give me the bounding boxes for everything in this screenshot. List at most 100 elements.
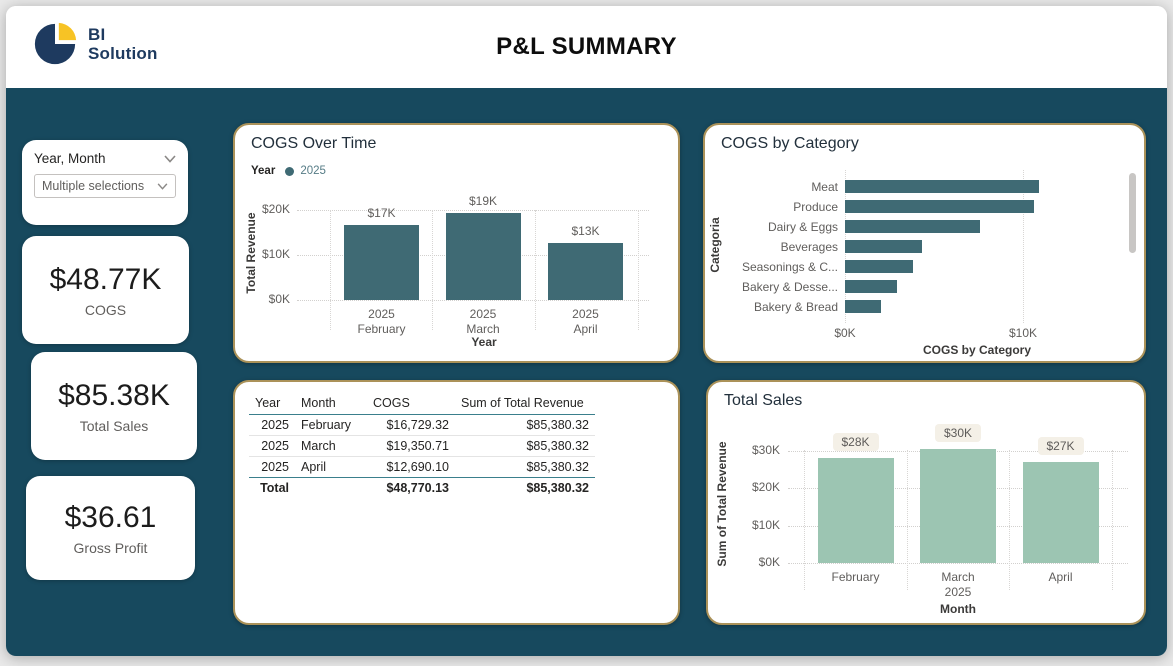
table-total-row: Total $48,770.13 $85,380.32 bbox=[249, 477, 595, 498]
kpi-value: $48.77K bbox=[49, 262, 162, 296]
bar-bakery-bread[interactable] bbox=[845, 300, 881, 313]
gridline-x bbox=[1023, 170, 1024, 323]
table-cell: March bbox=[295, 435, 367, 457]
chart-title: COGS Over Time bbox=[251, 135, 377, 152]
bar-february[interactable] bbox=[817, 458, 894, 563]
y-axis-title: Sum of Total Revenue bbox=[715, 441, 729, 567]
y-axis-tick-label: $20K bbox=[751, 480, 780, 494]
column-header-cogs[interactable]: COGS bbox=[367, 392, 455, 415]
x-axis-tick-label: $0K bbox=[834, 326, 856, 340]
category-label: Produce bbox=[793, 199, 838, 214]
gridline-y bbox=[788, 563, 1128, 564]
column-header-year[interactable]: Year bbox=[249, 392, 295, 415]
table-total-cell: $48,770.13 bbox=[367, 477, 455, 498]
x-axis-tick-label: $10K bbox=[1008, 326, 1038, 340]
y-axis-title: Categoria bbox=[708, 217, 722, 273]
bar-dairy-eggs[interactable] bbox=[845, 220, 981, 233]
data-label: $19K bbox=[468, 193, 498, 208]
table-cell: $19,350.71 bbox=[367, 435, 455, 457]
category-label: Dairy & Eggs bbox=[767, 219, 838, 234]
bar-2025-february[interactable] bbox=[344, 224, 419, 300]
table-row[interactable]: 2025 February $16,729.32 $85,380.32 bbox=[249, 414, 595, 436]
kpi-card-gross-profit: $36.61 Gross Profit bbox=[26, 476, 195, 580]
kpi-card-total-sales: $85.38K Total Sales bbox=[31, 352, 197, 460]
y-axis-tick-label: $30K bbox=[751, 442, 780, 457]
data-label: $13K bbox=[571, 223, 600, 238]
total-sales-plot: $0K $10K $20K $30K $28K February $30K March 2025… bbox=[708, 382, 1144, 623]
kpi-value: $36.61 bbox=[64, 500, 157, 534]
bar-2025-march[interactable] bbox=[445, 212, 521, 300]
kpi-value: $85.38K bbox=[58, 378, 170, 412]
category-separator bbox=[804, 450, 805, 590]
table-cell: $85,380.32 bbox=[526, 460, 589, 474]
bar-april[interactable] bbox=[1022, 462, 1099, 563]
kpi-label: Gross Profit bbox=[73, 539, 148, 556]
column-header-sum-of-total-revenue[interactable]: Sum of Total Revenue bbox=[455, 392, 595, 415]
x-axis-tick-label: April bbox=[1048, 570, 1073, 584]
table-cell: $85,380.32 bbox=[455, 435, 595, 457]
x-axis-tick-label: February bbox=[831, 570, 880, 584]
cogs-over-time-plot: $0K $10K $20K $17K 2025 February $19K 2025 March… bbox=[235, 125, 678, 361]
category-separator bbox=[1112, 450, 1113, 590]
chevron-down-icon[interactable] bbox=[164, 154, 176, 163]
category-label: Beverages bbox=[780, 239, 838, 254]
y-axis-tick-label: $10K bbox=[261, 247, 290, 261]
slicer-year-month: Year, Month Multiple selections bbox=[22, 140, 188, 225]
panel-cogs-by-category: COGS by Category $0K $10K Meat Produce Dairy… bbox=[703, 123, 1146, 363]
chevron-down-icon[interactable] bbox=[157, 182, 168, 190]
chart-legend: Year 2025 bbox=[251, 165, 326, 177]
table-header-row: Year Month COGS Sum of Total Revenue bbox=[249, 392, 595, 415]
bar-march-2025[interactable] bbox=[920, 448, 996, 563]
kpi-label: COGS bbox=[84, 301, 127, 318]
data-label: $28K bbox=[832, 433, 879, 451]
data-label: $27K bbox=[1037, 437, 1084, 456]
legend-item: 2025 bbox=[300, 165, 326, 177]
chart-title: COGS by Category bbox=[721, 135, 859, 152]
column-header-month[interactable]: Month bbox=[295, 392, 367, 415]
bar-produce[interactable] bbox=[845, 200, 1034, 213]
category-label: Bakery & Bread bbox=[753, 299, 838, 314]
pie-chart-logo-icon bbox=[34, 22, 77, 65]
scrollbar-thumb[interactable] bbox=[1129, 173, 1136, 253]
slicer-title: Year, Month bbox=[34, 151, 106, 166]
table-cell: 2025 bbox=[261, 460, 289, 474]
page-title: P&L SUMMARY bbox=[496, 33, 677, 60]
legend-dot-icon bbox=[285, 166, 295, 176]
category-separator bbox=[638, 210, 639, 330]
table-cell: 2025 bbox=[249, 435, 295, 457]
slicer-dropdown[interactable]: Multiple selections bbox=[34, 174, 176, 198]
report-header: BI Solution P&L SUMMARY bbox=[6, 6, 1167, 88]
legend-title: Year bbox=[251, 165, 276, 177]
bar-bakery-desse[interactable] bbox=[845, 280, 897, 293]
bar-2025-april[interactable] bbox=[548, 242, 623, 300]
category-label: Meat bbox=[811, 179, 838, 194]
x-axis-title: Month bbox=[940, 602, 976, 616]
brand-name-line2: Solution bbox=[88, 44, 158, 63]
chart-title: Total Sales bbox=[724, 392, 803, 409]
table-row[interactable]: 2025 March $19,350.71 $85,380.32 bbox=[249, 435, 595, 457]
table-row[interactable]: 2025 April $12,690.10 $85,380.32 bbox=[249, 457, 595, 478]
bar-beverages[interactable] bbox=[845, 240, 922, 253]
panel-cogs-over-time: COGS Over Time Year 2025 $0K $10K $20K $17K… bbox=[233, 123, 680, 363]
y-axis-tick-label: $10K bbox=[751, 517, 780, 532]
pl-summary-table: Year Month COGS Sum of Total Revenue 2025 Feb… bbox=[249, 392, 595, 498]
brand-name-line1: BI bbox=[88, 24, 106, 44]
bar-seasonings-c[interactable] bbox=[845, 260, 913, 273]
slicer-header[interactable]: Year, Month bbox=[34, 151, 176, 166]
panel-total-sales: Total Sales $0K $10K $20K $30K $28K February $… bbox=[706, 380, 1146, 625]
table-cell: 2025 bbox=[249, 414, 295, 436]
category-separator bbox=[1009, 450, 1010, 590]
table-cell: February bbox=[295, 414, 367, 436]
y-axis-title: Total Revenue bbox=[244, 212, 258, 294]
table-cell: $16,729.32 bbox=[367, 414, 455, 436]
table-header: Year Month COGS Sum of Total Revenue bbox=[249, 392, 595, 415]
y-axis-tick-label: $20K bbox=[261, 202, 290, 216]
y-axis-tick-label: $0K bbox=[268, 292, 290, 306]
category-label: Seasonings & C... bbox=[741, 259, 838, 274]
x-axis-title: Year bbox=[471, 335, 497, 349]
category-separator bbox=[907, 450, 908, 590]
dashboard-canvas: Year, Month Multiple selections $48.77K … bbox=[6, 88, 1167, 656]
bar-meat[interactable] bbox=[845, 180, 1040, 193]
x-axis-tick-label: March 2025 bbox=[941, 570, 975, 599]
